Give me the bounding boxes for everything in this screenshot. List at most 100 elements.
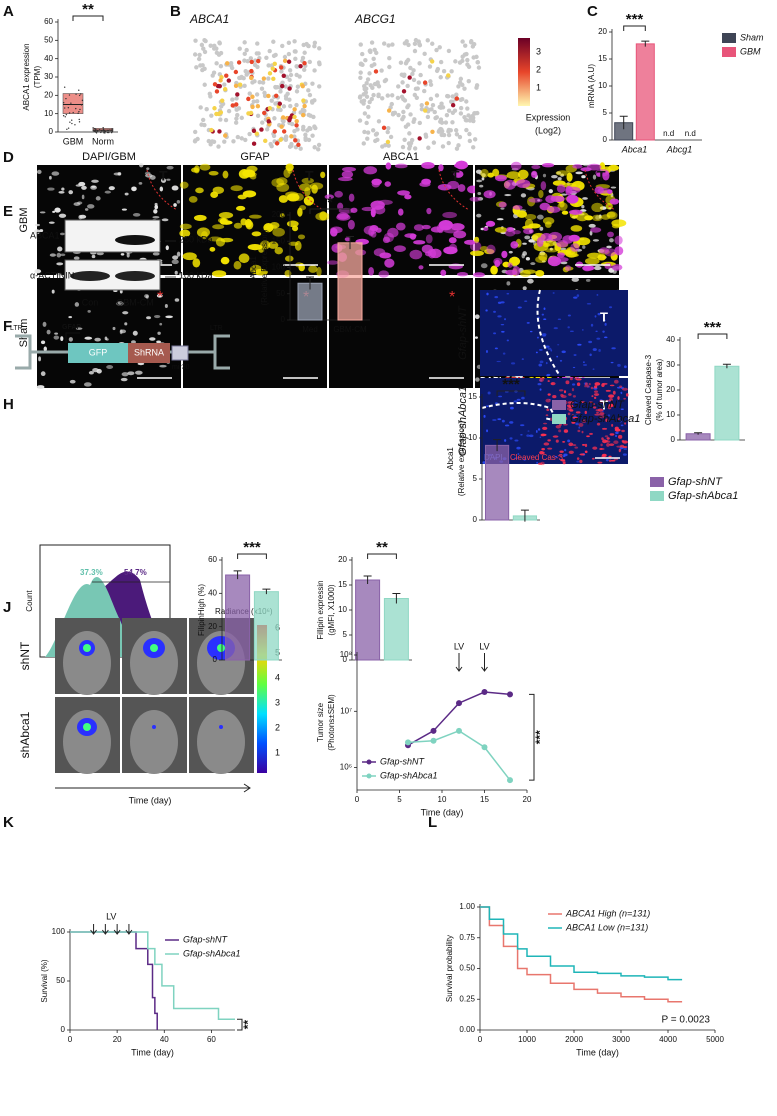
speck: [557, 318, 562, 320]
speck: [588, 401, 594, 404]
panel-label: C: [587, 3, 598, 20]
cell-dot: [373, 69, 379, 74]
y-axis-label: Fillipin expressin: [316, 580, 325, 639]
cell-dot: [274, 93, 279, 98]
speck: [521, 396, 525, 400]
cell-dot: [192, 52, 198, 57]
speck: [347, 219, 355, 230]
speck: [608, 443, 615, 446]
cell-dot: [255, 41, 260, 46]
speck: [541, 447, 545, 451]
speck: [553, 327, 558, 330]
jitter: [67, 107, 70, 109]
y-tick-label: 10: [44, 109, 53, 118]
cell-dot: [417, 61, 422, 66]
cell-dot: [246, 96, 251, 102]
speck: [176, 251, 181, 257]
cell-dot: [231, 139, 236, 144]
cell-dot: [281, 104, 287, 109]
speck: [493, 257, 503, 266]
annotation-arrow: [481, 653, 488, 672]
speck: [599, 448, 603, 450]
cell-dot: [312, 44, 317, 49]
speck: [69, 379, 76, 384]
cell-dot: [198, 63, 203, 68]
speck: [572, 164, 583, 169]
cell-dot: [401, 89, 407, 94]
speck: [502, 352, 506, 355]
speck: [504, 318, 507, 321]
cell-dot: [272, 129, 277, 134]
speck: [77, 201, 83, 205]
cell-dot: [207, 91, 212, 97]
speck: [450, 223, 465, 231]
speck: [370, 200, 385, 210]
cell-dot: [400, 80, 405, 85]
speck: [596, 294, 599, 296]
cell-dot: [454, 96, 460, 101]
jitter: [75, 93, 77, 95]
y-axis-label: (Relative expression): [457, 421, 466, 496]
cell-dot: [438, 59, 444, 65]
point: [481, 744, 488, 751]
cell-dot: [466, 113, 471, 118]
speck: [457, 184, 466, 192]
cell-dot: [358, 70, 363, 75]
cell-dot: [444, 112, 450, 118]
speck: [546, 408, 550, 412]
x-axis-label: Time (day): [131, 1047, 174, 1057]
speck: [592, 403, 596, 406]
cell-dot: [218, 117, 223, 122]
legend-label: Gfap-shAbca1: [183, 948, 241, 958]
cell-dot: [193, 38, 198, 43]
speck: [539, 360, 544, 364]
cell-dot: [383, 143, 388, 148]
cell-dot: [458, 111, 464, 116]
cell-dot: [222, 82, 227, 87]
speck: [278, 195, 289, 203]
tumor-border: [146, 169, 178, 211]
speck: [547, 347, 552, 350]
speck: [311, 184, 318, 194]
cell-dot: [236, 60, 242, 65]
speck: [73, 256, 80, 260]
speck: [383, 232, 395, 243]
speck: [149, 337, 156, 341]
time-arrow: [55, 783, 251, 793]
cell-dot: [400, 117, 405, 122]
speck: [562, 455, 566, 458]
speck: [498, 395, 503, 398]
x-tick-label: 20: [523, 795, 532, 804]
cell-dot: [272, 116, 277, 121]
speck: [60, 253, 66, 257]
annotation-arrow: [101, 924, 109, 935]
speck: [547, 439, 552, 442]
speck: [119, 329, 123, 335]
speck: [543, 307, 546, 311]
y-axis-label: (Photons±SEM): [327, 694, 336, 751]
speck: [166, 178, 171, 181]
speck: [308, 265, 318, 273]
speck: [546, 373, 551, 377]
speck: [509, 437, 513, 440]
gfp-label: GFP: [89, 347, 108, 357]
panel-label: J: [3, 599, 11, 616]
cell-dot: [406, 103, 411, 108]
speck: [378, 270, 390, 278]
speck: [320, 171, 326, 179]
speck: [522, 269, 537, 274]
y-tick-label: 50: [44, 35, 53, 44]
cell-dot: [210, 73, 215, 78]
speck: [508, 250, 513, 254]
cell-dot: [248, 56, 254, 61]
speck: [131, 186, 137, 192]
cell-dot: [292, 114, 297, 120]
speck: [426, 207, 432, 215]
speck: [604, 319, 606, 322]
speck: [588, 223, 596, 228]
speck: [116, 301, 124, 306]
panel-label: L: [428, 814, 437, 831]
cell-dot: [439, 120, 445, 125]
speck: [564, 448, 567, 452]
cell-dot: [254, 131, 259, 136]
